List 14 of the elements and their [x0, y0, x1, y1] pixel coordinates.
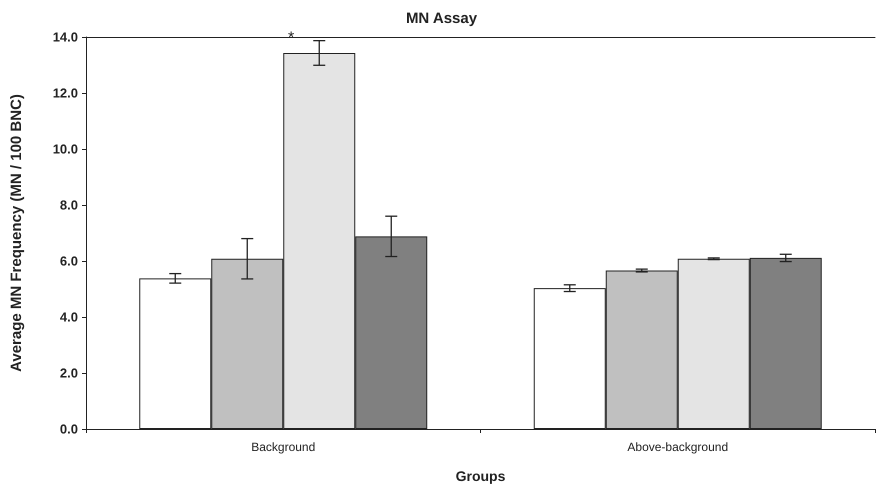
y-tick-label: 2.0	[60, 366, 78, 380]
y-axis-title: Average MN Frequency (MN / 100 BNC)	[8, 94, 25, 372]
y-tick-label: 8.0	[60, 198, 78, 212]
y-tick-label: 6.0	[60, 254, 78, 268]
x-axis-title: Groups	[456, 468, 506, 484]
y-tick-label: 10.0	[52, 142, 78, 156]
x-tick-label: Above-background	[627, 440, 728, 454]
y-tick-label: 0.0	[60, 422, 78, 436]
annotation: *	[288, 30, 294, 46]
chart-title: MN Assay	[406, 10, 478, 27]
y-tick-label: 14.0	[52, 30, 78, 44]
x-tick-label: Background	[251, 440, 316, 454]
y-tick-label: 12.0	[52, 86, 78, 100]
y-tick-label: 4.0	[60, 310, 78, 324]
